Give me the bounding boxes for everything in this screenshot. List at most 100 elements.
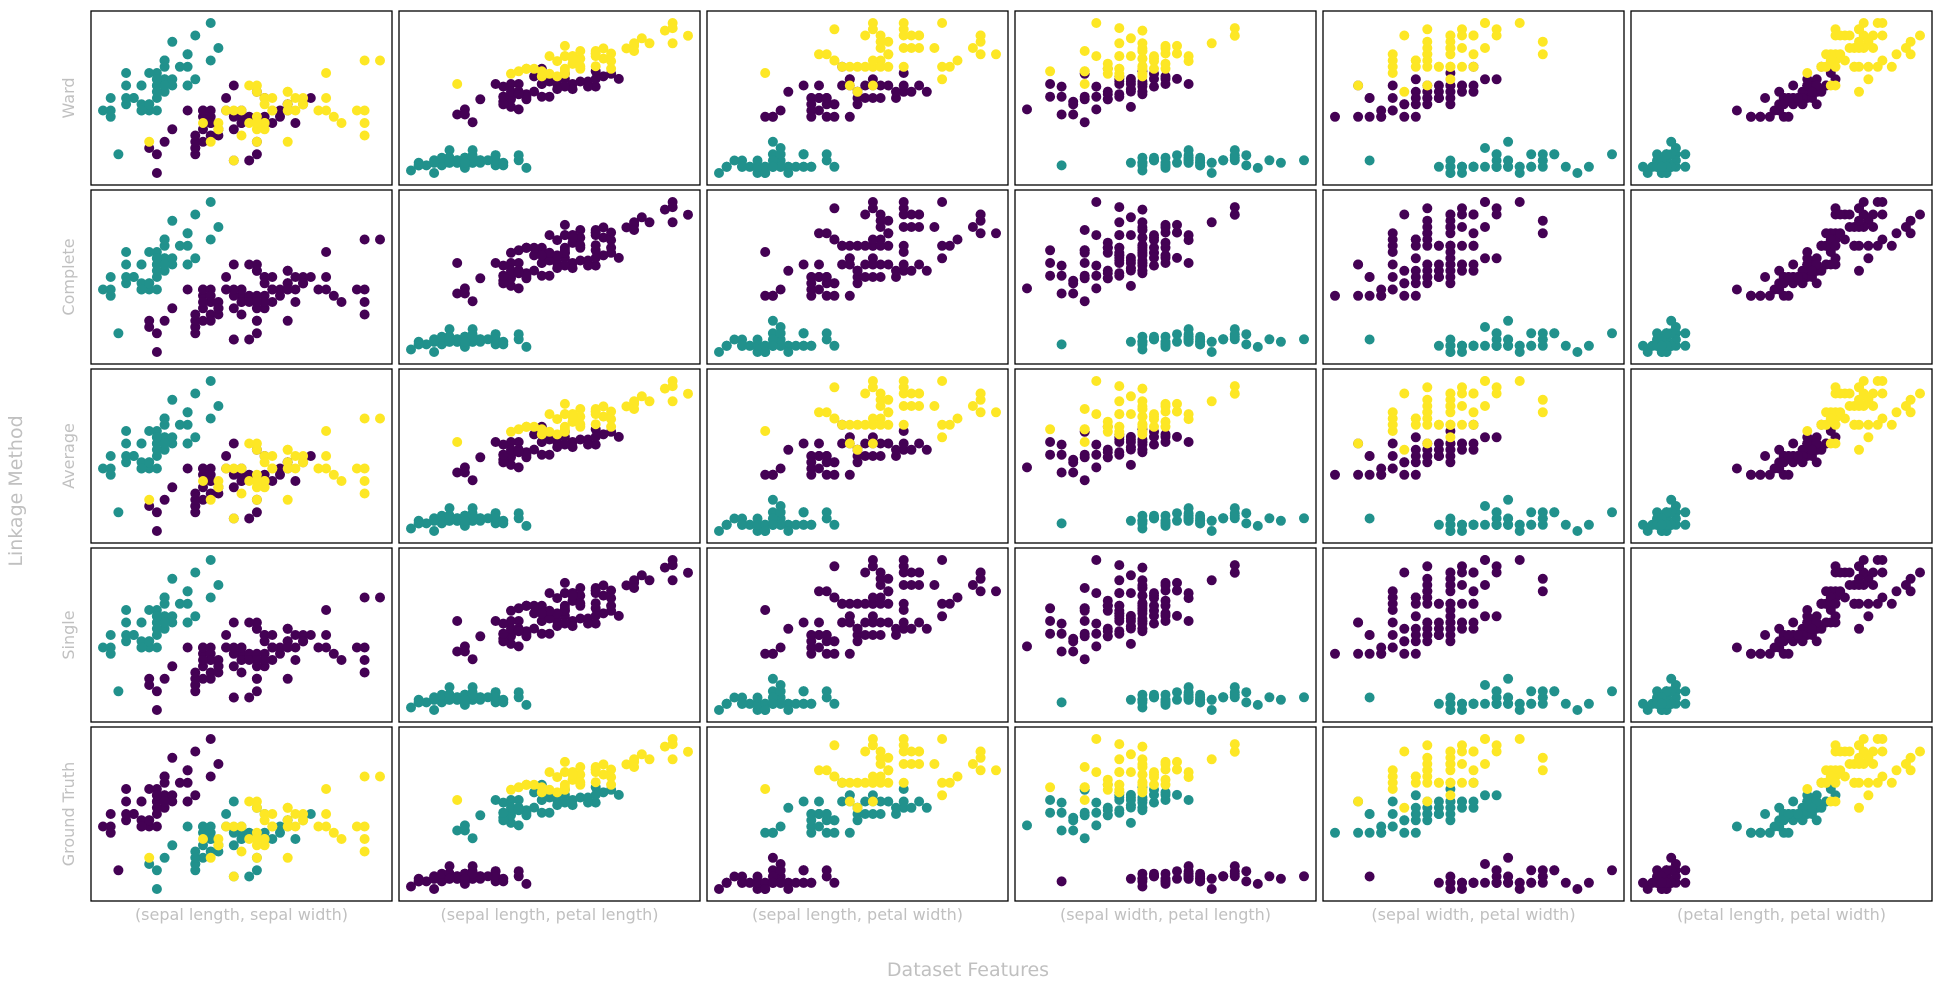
scatter-point — [251, 80, 262, 91]
scatter-point — [775, 698, 786, 709]
scatter-point — [529, 71, 540, 82]
scatter-point — [1905, 407, 1916, 418]
scatter-point — [1844, 209, 1855, 220]
scatter-point — [1172, 515, 1182, 526]
scatter-point — [636, 391, 647, 402]
scatter-point — [1445, 567, 1456, 578]
scatter-point — [575, 404, 586, 414]
col-label: (sepal length, petal length) — [441, 905, 659, 924]
scatter-point — [1835, 765, 1846, 776]
scatter-point — [98, 463, 108, 474]
scatter-point — [182, 586, 193, 597]
scatter-point — [452, 79, 463, 89]
scatter-point — [1854, 215, 1864, 226]
scatter-point — [290, 476, 301, 486]
scatter-point — [413, 697, 424, 708]
scatter-point — [1835, 586, 1846, 597]
scatter-point — [590, 81, 601, 92]
scatter-point — [575, 590, 586, 601]
scatter-point — [1877, 567, 1888, 578]
scatter-point — [1783, 272, 1794, 282]
scatter-point — [213, 43, 224, 53]
scatter-point — [1480, 18, 1490, 28]
scatter-point — [159, 136, 170, 147]
scatter-point — [444, 861, 455, 872]
scatter-point — [1091, 283, 1102, 294]
scatter-point — [1480, 734, 1490, 744]
scatter-point — [1849, 777, 1860, 788]
scatter-point — [1114, 268, 1125, 279]
scatter-point — [814, 49, 824, 60]
scatter-point — [144, 494, 155, 505]
scatter-point — [1353, 111, 1364, 122]
scatter-point — [421, 518, 432, 529]
scatter-point — [1503, 692, 1514, 703]
scatter-point — [1114, 779, 1125, 790]
scatter-point — [1206, 157, 1217, 168]
panel-0-4 — [1322, 10, 1625, 186]
scatter-point — [1125, 280, 1136, 291]
scatter-point — [559, 51, 570, 62]
scatter-point — [167, 617, 178, 628]
scatter-point — [1638, 698, 1648, 709]
panel-frame — [1014, 189, 1317, 365]
scatter-point — [1915, 567, 1925, 578]
scatter-point — [167, 80, 178, 91]
scatter-point — [737, 698, 748, 709]
scatter-point — [1877, 234, 1888, 245]
scatter-point — [621, 759, 632, 770]
scatter-point — [1844, 746, 1855, 757]
scatter-point — [1114, 51, 1125, 62]
scatter-point — [1091, 104, 1102, 115]
scatter-point — [321, 272, 332, 282]
scatter-point — [182, 617, 193, 628]
scatter-point — [359, 592, 370, 603]
scatter-point — [1422, 382, 1433, 393]
scatter-point — [406, 881, 416, 892]
scatter-point — [1056, 797, 1067, 808]
scatter-point — [1480, 253, 1490, 264]
scatter-point — [205, 376, 216, 386]
scatter-point — [1480, 501, 1490, 511]
scatter-point — [221, 821, 232, 832]
scatter-point — [952, 592, 963, 603]
scatter-point — [1445, 432, 1456, 443]
scatter-point — [1399, 457, 1410, 468]
panel-frame — [398, 368, 701, 544]
scatter-point — [1877, 55, 1888, 66]
scatter-point — [606, 63, 617, 74]
scatter-point — [498, 797, 509, 808]
scatter-point — [1229, 23, 1240, 34]
scatter-point — [914, 617, 925, 628]
scatter-point — [1172, 508, 1182, 519]
scatter-point — [798, 507, 809, 518]
scatter-point — [1503, 871, 1514, 882]
scatter-point — [767, 290, 778, 301]
scatter-point — [629, 46, 640, 56]
scatter-point — [452, 515, 463, 526]
scatter-point — [1858, 734, 1869, 744]
scatter-point — [1229, 388, 1240, 399]
scatter-point — [1638, 519, 1648, 530]
scatter-point — [436, 876, 447, 887]
scatter-point — [760, 111, 771, 122]
scatter-point — [1091, 197, 1102, 207]
scatter-point — [513, 795, 524, 805]
scatter-point — [1560, 698, 1571, 709]
scatter-point — [1915, 30, 1925, 41]
scatter-point — [1364, 111, 1375, 122]
scatter-point — [1137, 600, 1148, 611]
scatter-point — [1811, 457, 1822, 468]
scatter-point — [806, 161, 817, 172]
scatter-point — [559, 767, 570, 778]
panel-4-5 — [1630, 726, 1933, 902]
scatter-point — [1183, 79, 1194, 89]
scatter-point — [1445, 334, 1456, 345]
scatter-point — [1491, 877, 1502, 888]
scatter-point — [1172, 756, 1182, 767]
scatter-point — [867, 796, 878, 807]
panel-frame — [1630, 547, 1933, 723]
scatter-point — [1068, 467, 1079, 478]
scatter-point — [1863, 790, 1874, 801]
scatter-point — [1137, 250, 1148, 261]
